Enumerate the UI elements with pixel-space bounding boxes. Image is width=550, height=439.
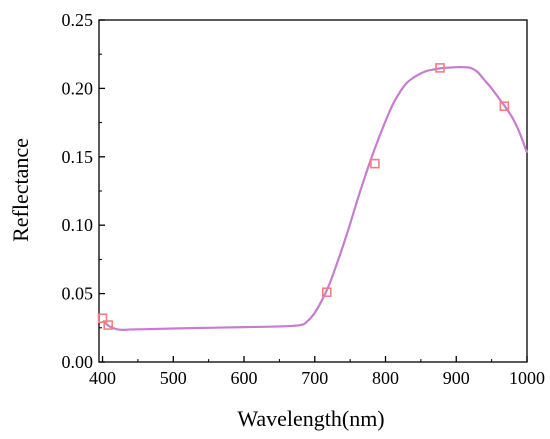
marker-layer: [97, 63, 510, 330]
y-tick-label: 0.25: [62, 10, 94, 30]
plot-border: [98, 19, 528, 363]
plot-frame: [98, 19, 528, 363]
x-tick-label: 500: [160, 368, 187, 388]
y-tick-label: 0.20: [62, 78, 94, 98]
series-layer: [101, 66, 529, 331]
band-marker: [435, 63, 445, 73]
x-tick-label: 400: [89, 368, 116, 388]
x-tick-label: 800: [372, 368, 399, 388]
x-tick-label: 600: [231, 368, 258, 388]
y-tick-label: 0.00: [62, 352, 94, 372]
reflectance-line: [101, 66, 529, 331]
y-tick-label: 0.05: [62, 284, 94, 304]
x-tick-label: 700: [301, 368, 328, 388]
x-axis: 400 500 600 700 800 900 1000: [89, 356, 545, 388]
y-tick-label: 0.15: [62, 147, 94, 167]
x-tick-label: 1000: [509, 368, 545, 388]
band-marker: [499, 101, 510, 111]
y-tick-label: 0.10: [62, 215, 94, 235]
band-marker: [370, 158, 380, 169]
band-marker: [103, 320, 113, 330]
band-marker: [321, 287, 332, 298]
y-axis: 0.00 0.05 0.10 0.15 0.20 0.25: [62, 10, 105, 372]
y-axis-title: Reflectance: [8, 138, 33, 242]
x-tick-label: 900: [443, 368, 470, 388]
x-axis-title: Wavelength(nm): [237, 406, 384, 431]
band-marker: [97, 313, 108, 324]
